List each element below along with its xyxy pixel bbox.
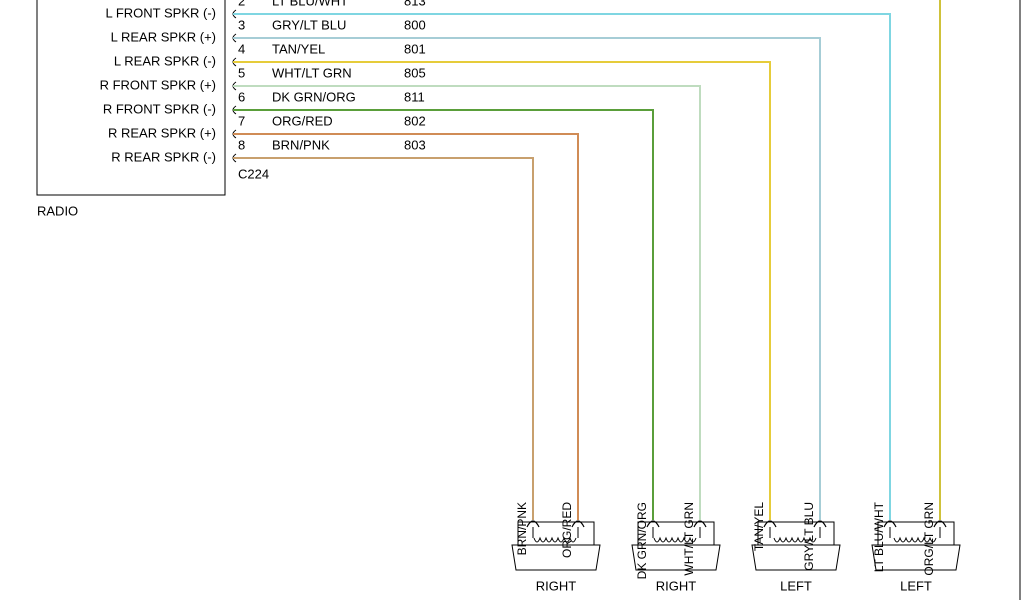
pin-number: 6 xyxy=(238,89,245,104)
speaker-terminal xyxy=(883,520,897,528)
wire-color: BRN/PNK xyxy=(272,137,330,152)
speaker-wire-label: GRY/LT BLU xyxy=(802,502,816,571)
speaker: DK GRN/ORG WHT/LT GRN RIGHT xyxy=(631,502,721,593)
wire-color: GRY/LT BLU xyxy=(272,17,346,32)
wire xyxy=(233,157,534,520)
pin-function: L REAR SPKR (-) xyxy=(114,53,216,68)
speaker-terminal xyxy=(763,520,777,528)
speaker-coil xyxy=(773,536,817,543)
pin-number: 7 xyxy=(238,113,245,128)
wire-color: DK GRN/ORG xyxy=(272,89,356,104)
circuit-number: 800 xyxy=(404,17,426,32)
speaker-wire-label: ORG/LT GRN xyxy=(922,502,936,576)
wire xyxy=(233,109,654,520)
pin-function: R FRONT SPKR (+) xyxy=(100,77,216,92)
speaker-wire-label: DK GRN/ORG xyxy=(635,502,649,579)
speaker-name: LEFT xyxy=(900,578,932,593)
speaker-wire-label: ORG/RED xyxy=(560,502,574,558)
speaker: LT BLU/WHT ORG/LT GRN LEFT xyxy=(871,501,961,593)
circuit-number: 811 xyxy=(404,89,425,104)
pin-number: 3 xyxy=(238,17,245,32)
circuit-number: 803 xyxy=(404,137,426,152)
speaker: BRN/PNK ORG/RED RIGHT xyxy=(511,502,601,593)
speaker-terminal xyxy=(646,520,660,528)
speaker-terminal xyxy=(571,520,585,528)
circuit-number: 805 xyxy=(404,65,426,80)
circuit-number: 813 xyxy=(404,0,426,8)
wire xyxy=(233,13,891,520)
speaker-terminal xyxy=(813,520,827,528)
radio-box xyxy=(36,0,226,196)
wire xyxy=(233,133,579,520)
speaker-name: LEFT xyxy=(780,578,812,593)
speaker-name: RIGHT xyxy=(536,578,577,593)
pin-number: 8 xyxy=(238,137,245,152)
speaker-body xyxy=(751,521,841,571)
speaker-name: RIGHT xyxy=(656,578,697,593)
speaker-wire-label: TAN/YEL xyxy=(752,502,766,551)
speaker-wire-label: BRN/PNK xyxy=(515,502,529,555)
speaker-wire-label: WHT/LT GRN xyxy=(682,502,696,576)
circuit-number: 801 xyxy=(404,41,426,56)
pin-number: 5 xyxy=(238,65,245,80)
speaker-terminal xyxy=(933,520,947,528)
speaker-coil xyxy=(893,536,937,543)
speaker-body xyxy=(631,521,721,571)
pin-function: R FRONT SPKR (-) xyxy=(103,101,216,116)
wire-color: WHT/LT GRN xyxy=(272,65,352,80)
speaker-terminal xyxy=(693,520,707,528)
pin-number: 2 xyxy=(238,0,245,8)
pin-function: R REAR SPKR (+) xyxy=(108,125,216,140)
pin-number: 4 xyxy=(238,41,245,56)
wire-color: ORG/RED xyxy=(272,113,333,128)
speaker-body xyxy=(871,521,961,571)
speaker-coil xyxy=(533,536,577,543)
speaker: TAN/YEL GRY/LT BLU LEFT xyxy=(751,502,841,593)
wire-color: TAN/YEL xyxy=(272,41,325,56)
wire-color: LT BLU/WHT xyxy=(272,0,348,8)
speaker-terminal xyxy=(526,520,540,528)
wire xyxy=(233,37,821,520)
radio-label: RADIO xyxy=(37,203,78,218)
pin-function: L FRONT SPKR (-) xyxy=(105,5,216,20)
connector-label: C224 xyxy=(238,166,269,181)
pin-function: R REAR SPKR (-) xyxy=(111,149,216,164)
speaker-coil xyxy=(653,536,697,543)
circuit-number: 802 xyxy=(404,113,426,128)
speaker-wire-label: LT BLU/WHT xyxy=(872,501,886,572)
wire xyxy=(233,61,771,520)
wire xyxy=(233,85,701,520)
pin-function: L REAR SPKR (+) xyxy=(111,29,216,44)
